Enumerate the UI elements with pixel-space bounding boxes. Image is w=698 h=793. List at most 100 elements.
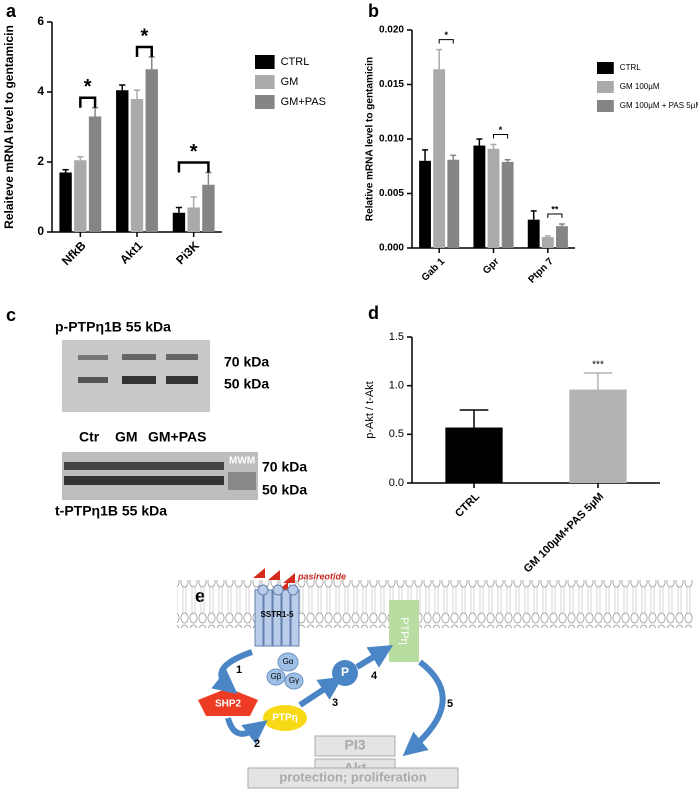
- g-label: Gγ: [289, 676, 299, 685]
- legend-label: CTRL: [620, 63, 641, 72]
- y-axis-label: Relaiteve mRNA level to gentamicin: [2, 25, 16, 229]
- band: [64, 476, 224, 485]
- receptor-label: SSTR1-5: [261, 610, 294, 619]
- membrane-ptp-label: PTPη: [398, 617, 410, 645]
- shp2-label: SHP2: [215, 699, 242, 710]
- bar: [569, 389, 627, 483]
- mwm-label: MWM: [229, 456, 255, 467]
- y-tick-label: 0.000: [379, 243, 404, 254]
- band: [166, 376, 198, 384]
- bar: [447, 159, 460, 248]
- lane-label: GM+PAS: [148, 429, 206, 445]
- y-tick-label: 2: [37, 154, 44, 168]
- y-tick-label: 0.5: [389, 428, 404, 440]
- marker-label: 70 kDa: [262, 459, 307, 475]
- bar: [419, 160, 431, 248]
- significance-bracket: [135, 45, 153, 57]
- step: 1: [236, 664, 242, 676]
- significance-label: *: [140, 25, 148, 47]
- marker-label: 50 kDa: [224, 376, 269, 392]
- legend-swatch: [255, 55, 275, 69]
- bar: [172, 212, 186, 232]
- significance-bracket: [493, 133, 509, 139]
- blot-panel: c p-PTPη1B 55 kDa 70 kDa 50 kDa Ctr GM G…: [6, 305, 307, 519]
- legend-swatch: [597, 81, 614, 93]
- band: [78, 377, 108, 383]
- y-tick-label: 1.5: [389, 331, 404, 343]
- panel-letter: d: [368, 303, 379, 323]
- ptp: [263, 705, 307, 731]
- legend-label: CTRL: [281, 56, 310, 68]
- membrane: [177, 580, 693, 628]
- bar: [445, 427, 503, 483]
- ligand-label: pasireotide: [297, 571, 346, 581]
- significance-label: **: [551, 204, 559, 214]
- bar: [202, 184, 215, 232]
- y-tick-label: 0: [37, 224, 44, 238]
- bar: [74, 160, 87, 232]
- band: [78, 355, 108, 360]
- marker-label: 70 kDa: [224, 354, 269, 370]
- y-tick-label: 0.020: [379, 25, 404, 36]
- legend-label: GM: [281, 76, 299, 88]
- bar: [116, 90, 129, 232]
- pi3-label: PI3: [344, 737, 365, 753]
- lane-label: GM: [115, 429, 138, 445]
- band: [228, 472, 256, 490]
- y-axis-label: p-Akt / t-Akt: [364, 381, 376, 438]
- bar: [527, 219, 540, 248]
- legend-swatch: [597, 62, 614, 74]
- outcome-box: [247, 767, 459, 789]
- blot-title: t-PTPη1B 55 kDa: [55, 503, 167, 519]
- panel-letter: c: [6, 305, 16, 325]
- significance-label: *: [84, 76, 92, 98]
- bar: [541, 237, 554, 248]
- band: [64, 462, 224, 470]
- phospho-label: P: [341, 665, 349, 679]
- marker-label: 50 kDa: [262, 482, 307, 498]
- bar: [88, 116, 102, 232]
- bar: [473, 145, 486, 248]
- legend-label: GM 100µM + PAS 5µM: [620, 101, 698, 110]
- significance-label: *: [190, 141, 198, 163]
- ptp-label: PTPη: [272, 713, 298, 724]
- y-axis-label: Relative mRNA level to gentamicin: [365, 57, 376, 221]
- bar: [130, 99, 144, 232]
- panel-letter: b: [368, 1, 379, 21]
- outcome-label: protection; proliferation: [279, 769, 426, 784]
- band: [122, 376, 156, 384]
- x-tick-label: Akt1: [117, 238, 146, 267]
- step: 2: [254, 738, 260, 750]
- step: 4: [371, 670, 378, 682]
- lane-label: Ctr: [79, 429, 100, 445]
- significance-bracket: [547, 213, 563, 219]
- x-tick-label: CTRL: [453, 490, 482, 519]
- significance-bracket: [79, 96, 97, 108]
- g-gamma: [284, 672, 304, 690]
- bar: [433, 69, 446, 249]
- significance-bracket: [177, 161, 210, 173]
- x-tick-label: Gpr: [481, 256, 501, 276]
- bar: [501, 161, 514, 248]
- arrows: [211, 645, 446, 757]
- significance-bracket: [438, 39, 454, 44]
- significance-label: *: [499, 125, 503, 135]
- g-label: Gα: [283, 657, 294, 666]
- g-label: Gβ: [271, 672, 282, 681]
- legend-swatch: [255, 75, 275, 89]
- significance-label: ***: [592, 360, 604, 371]
- y-tick-label: 0.010: [379, 134, 404, 145]
- g-alpha: [277, 652, 299, 672]
- band: [166, 354, 198, 360]
- x-tick-label: Gab 1: [420, 256, 448, 284]
- bar: [145, 69, 158, 232]
- x-tick-label: GM 100µM+PAS 5µM: [522, 491, 607, 576]
- y-tick-label: 0.015: [379, 79, 404, 90]
- y-tick-label: 4: [37, 84, 44, 98]
- panel-letter: a: [6, 1, 17, 21]
- bar: [487, 148, 500, 248]
- significance-label: *: [444, 30, 448, 40]
- step: 3: [332, 697, 338, 709]
- bar: [59, 172, 72, 232]
